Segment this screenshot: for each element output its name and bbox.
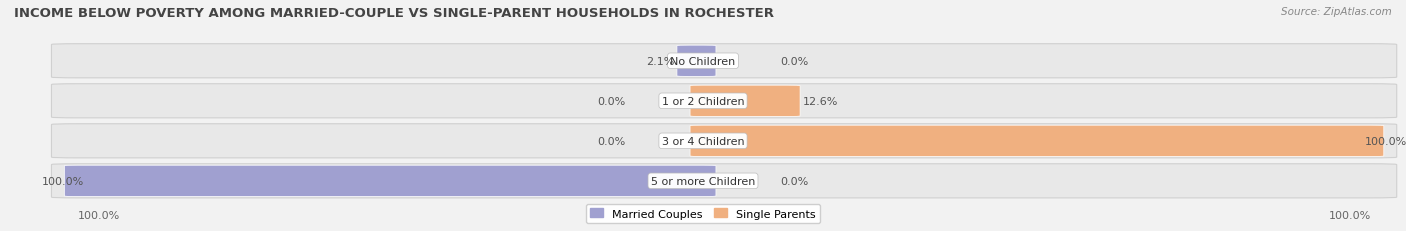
Text: 5 or more Children: 5 or more Children — [651, 176, 755, 186]
FancyBboxPatch shape — [52, 164, 1396, 198]
Text: Source: ZipAtlas.com: Source: ZipAtlas.com — [1281, 7, 1392, 17]
Text: INCOME BELOW POVERTY AMONG MARRIED-COUPLE VS SINGLE-PARENT HOUSEHOLDS IN ROCHEST: INCOME BELOW POVERTY AMONG MARRIED-COUPL… — [14, 7, 775, 20]
FancyBboxPatch shape — [676, 46, 716, 77]
FancyBboxPatch shape — [52, 45, 1396, 79]
Text: 0.0%: 0.0% — [598, 96, 626, 106]
Text: 12.6%: 12.6% — [803, 96, 838, 106]
Text: 100.0%: 100.0% — [42, 176, 84, 186]
Text: 3 or 4 Children: 3 or 4 Children — [662, 136, 744, 146]
FancyBboxPatch shape — [690, 126, 1384, 157]
FancyBboxPatch shape — [52, 84, 1396, 118]
Text: 100.0%: 100.0% — [1329, 210, 1371, 220]
Text: 0.0%: 0.0% — [780, 176, 808, 186]
FancyBboxPatch shape — [65, 165, 716, 197]
Text: 1 or 2 Children: 1 or 2 Children — [662, 96, 744, 106]
FancyBboxPatch shape — [690, 86, 800, 117]
Text: 0.0%: 0.0% — [780, 57, 808, 67]
Text: No Children: No Children — [671, 57, 735, 67]
Text: 100.0%: 100.0% — [77, 210, 120, 220]
Text: 0.0%: 0.0% — [598, 136, 626, 146]
Text: 100.0%: 100.0% — [1364, 136, 1406, 146]
FancyBboxPatch shape — [52, 124, 1396, 158]
Legend: Married Couples, Single Parents: Married Couples, Single Parents — [586, 204, 820, 223]
Text: 2.1%: 2.1% — [645, 57, 675, 67]
